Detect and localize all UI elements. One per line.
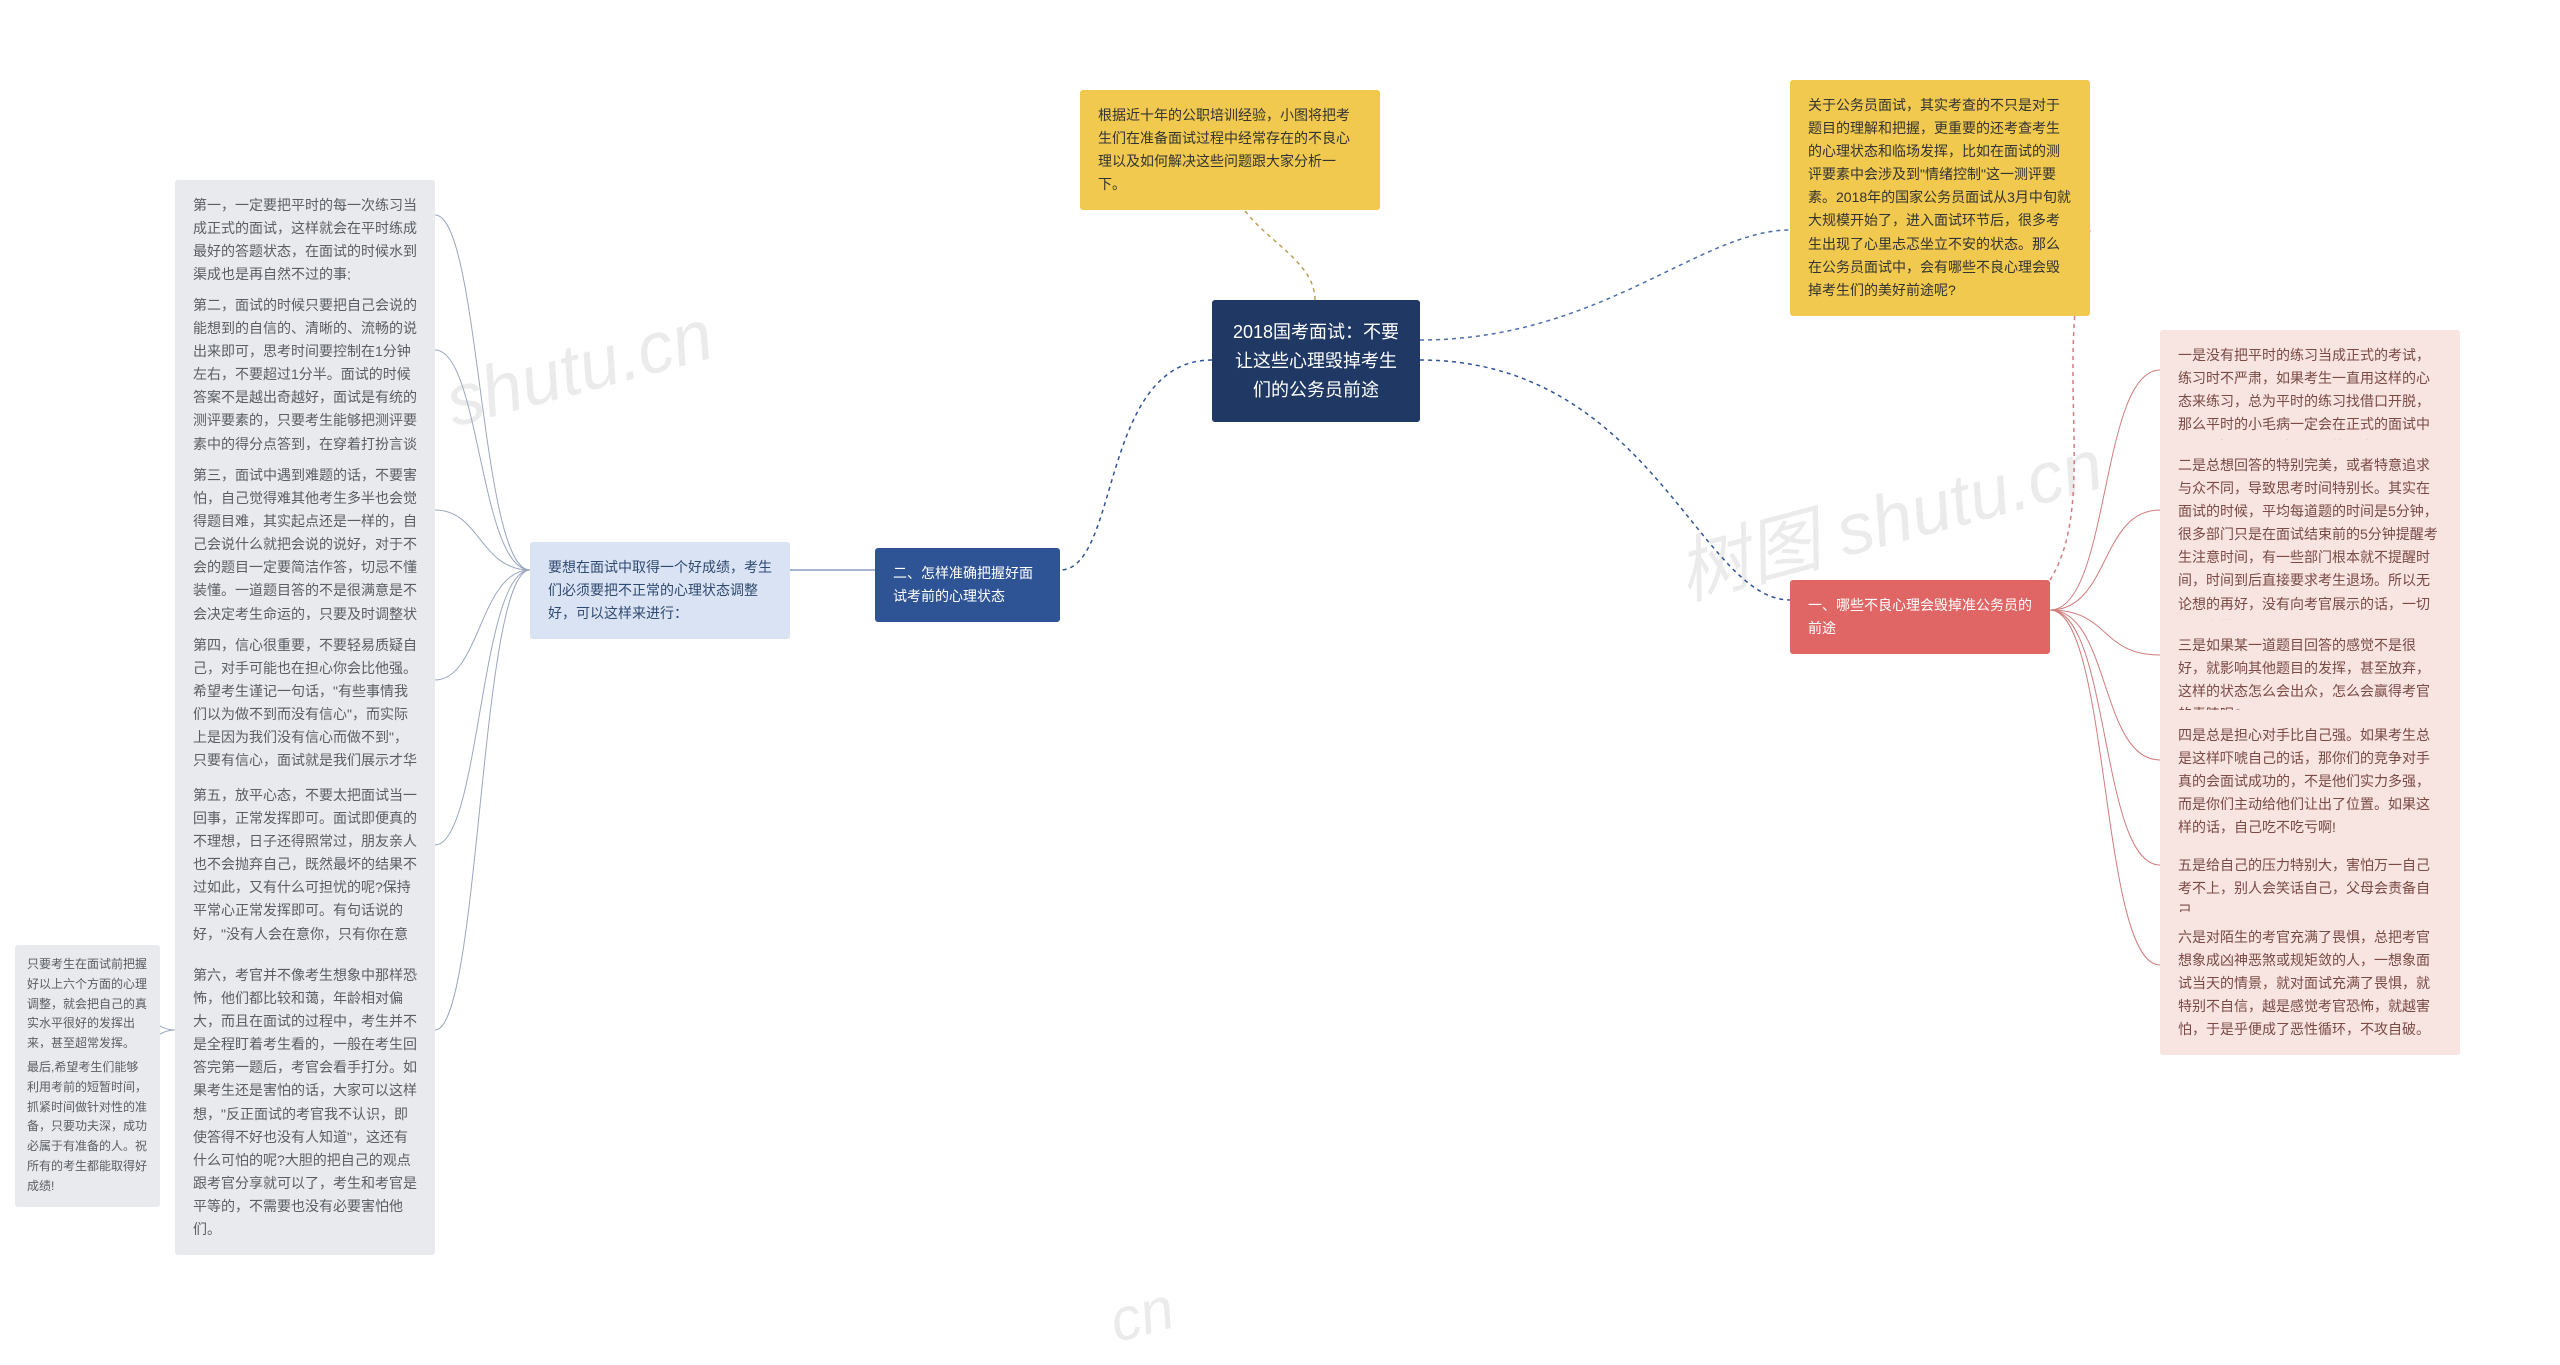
section2-footer: 最后,希望考生们能够利用考前的短暂时间，抓紧时间做针对性的准备，只要功夫深，成功…	[15, 1048, 160, 1207]
section1-title: 一、哪些不良心理会毁掉准公务员的前途	[1790, 580, 2050, 654]
section2-title: 二、怎样准确把握好面试考前的心理状态	[875, 548, 1060, 622]
section1-item: 四是总是担心对手比自己强。如果考生总是这样吓唬自己的话，那你们的竞争对手真的会面…	[2160, 710, 2460, 853]
section2-footer: 只要考生在面试前把握好以上六个方面的心理调整，就会把自己的真实水平很好的发挥出来…	[15, 945, 160, 1064]
right-intro-note: 关于公务员面试，其实考查的不只是对于题目的理解和把握，更重要的还考查考生的心理状…	[1790, 80, 2090, 316]
watermark: cn	[1102, 1273, 1181, 1356]
center-title: 2018国考面试：不要让这些心理毁掉考生们的公务员前途	[1212, 300, 1420, 422]
section1-item: 六是对陌生的考官充满了畏惧，总把考官想象成凶神恶煞或规矩敛的人，一想象面试当天的…	[2160, 912, 2460, 1055]
section2-item: 第六，考官并不像考生想象中那样恐怖，他们都比较和蔼，年龄相对偏大，而且在面试的过…	[175, 950, 435, 1255]
section2-intro: 要想在面试中取得一个好成绩，考生们必须要把不正常的心理状态调整好，可以这样来进行…	[530, 542, 790, 639]
top-note: 根据近十年的公职培训经验，小图将把考生们在准备面试过程中经常存在的不良心理以及如…	[1080, 90, 1380, 210]
